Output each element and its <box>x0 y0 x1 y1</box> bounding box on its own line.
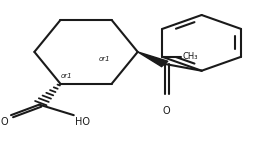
Text: CH₃: CH₃ <box>183 52 198 61</box>
Text: O: O <box>163 106 170 116</box>
Text: or1: or1 <box>99 56 110 62</box>
Text: HO: HO <box>75 117 90 127</box>
Polygon shape <box>138 52 168 67</box>
Text: or1: or1 <box>60 73 72 79</box>
Text: O: O <box>1 117 9 127</box>
